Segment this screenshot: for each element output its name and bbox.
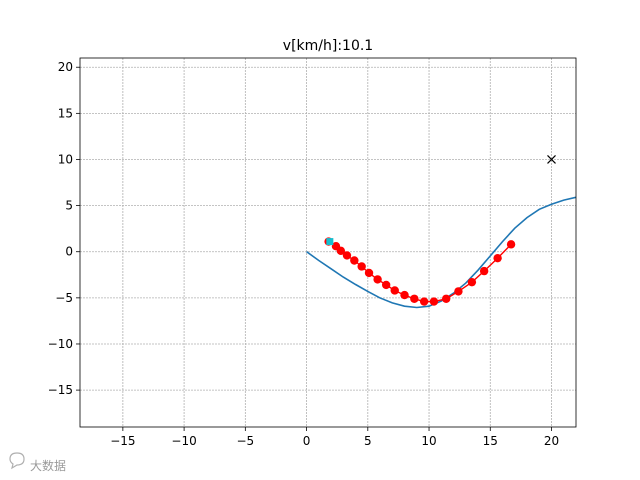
chat-bubble-icon xyxy=(9,452,25,470)
trajectory-point xyxy=(357,262,366,271)
trajectory-point xyxy=(364,268,374,278)
trajectory-point xyxy=(493,253,502,263)
trajectory-point xyxy=(467,277,477,287)
y-tick-label: 10 xyxy=(58,152,73,166)
y-tick-label: 15 xyxy=(58,106,73,120)
current-position-markers xyxy=(324,237,334,246)
x-tick-label: −15 xyxy=(110,434,135,448)
watermark: 大数据 xyxy=(9,452,66,473)
reference-path-line xyxy=(306,196,576,309)
trajectory-point xyxy=(400,290,409,300)
trajectory-point xyxy=(410,294,419,303)
trajectory-point xyxy=(479,266,489,276)
grid xyxy=(80,58,576,427)
trajectory-point xyxy=(342,251,352,260)
trajectory-point xyxy=(454,287,463,296)
trajectory-point xyxy=(419,297,429,306)
goal-x-stroke xyxy=(547,155,556,164)
x-axis-ticks: −15 −10 −5 0 5 10 15 20 xyxy=(110,427,559,448)
x-tick-label: 10 xyxy=(421,434,436,448)
plot-area: −15 −10 −5 0 5 10 15 20 −15 −10 −5 0 5 10 15 20 xyxy=(48,57,577,448)
x-tick-label: −10 xyxy=(171,434,196,448)
x-tick-label: 15 xyxy=(483,434,498,448)
x-tick-label: 20 xyxy=(544,434,559,448)
current-position-marker xyxy=(326,238,334,246)
y-tick-label: −10 xyxy=(48,337,73,351)
trajectory-point xyxy=(336,246,346,256)
trajectory-point xyxy=(390,286,399,295)
y-tick-label: 0 xyxy=(65,245,73,259)
y-tick-label: 5 xyxy=(65,199,73,213)
y-tick-label: −15 xyxy=(48,383,73,397)
trajectory-points xyxy=(331,240,516,306)
chart-title: v[km/h]:10.1 xyxy=(283,38,373,54)
watermark-text: 大数据 xyxy=(30,458,66,473)
x-tick-label: −5 xyxy=(236,434,254,448)
trajectory-point xyxy=(441,294,451,303)
y-tick-label: −5 xyxy=(55,291,73,305)
series-layer xyxy=(306,155,576,309)
y-axis-ticks: −15 −10 −5 0 5 10 15 20 xyxy=(48,60,80,397)
trajectory-point xyxy=(506,240,516,249)
x-tick-label: 5 xyxy=(364,434,372,448)
y-tick-label: 20 xyxy=(58,60,73,74)
trajectory-point xyxy=(381,280,391,290)
axes-frame xyxy=(79,57,577,428)
trajectory-point xyxy=(373,275,382,284)
trajectory-point xyxy=(429,297,439,306)
trajectory-point xyxy=(350,256,359,265)
goal-marker xyxy=(547,155,556,164)
x-tick-label: 0 xyxy=(303,434,311,448)
